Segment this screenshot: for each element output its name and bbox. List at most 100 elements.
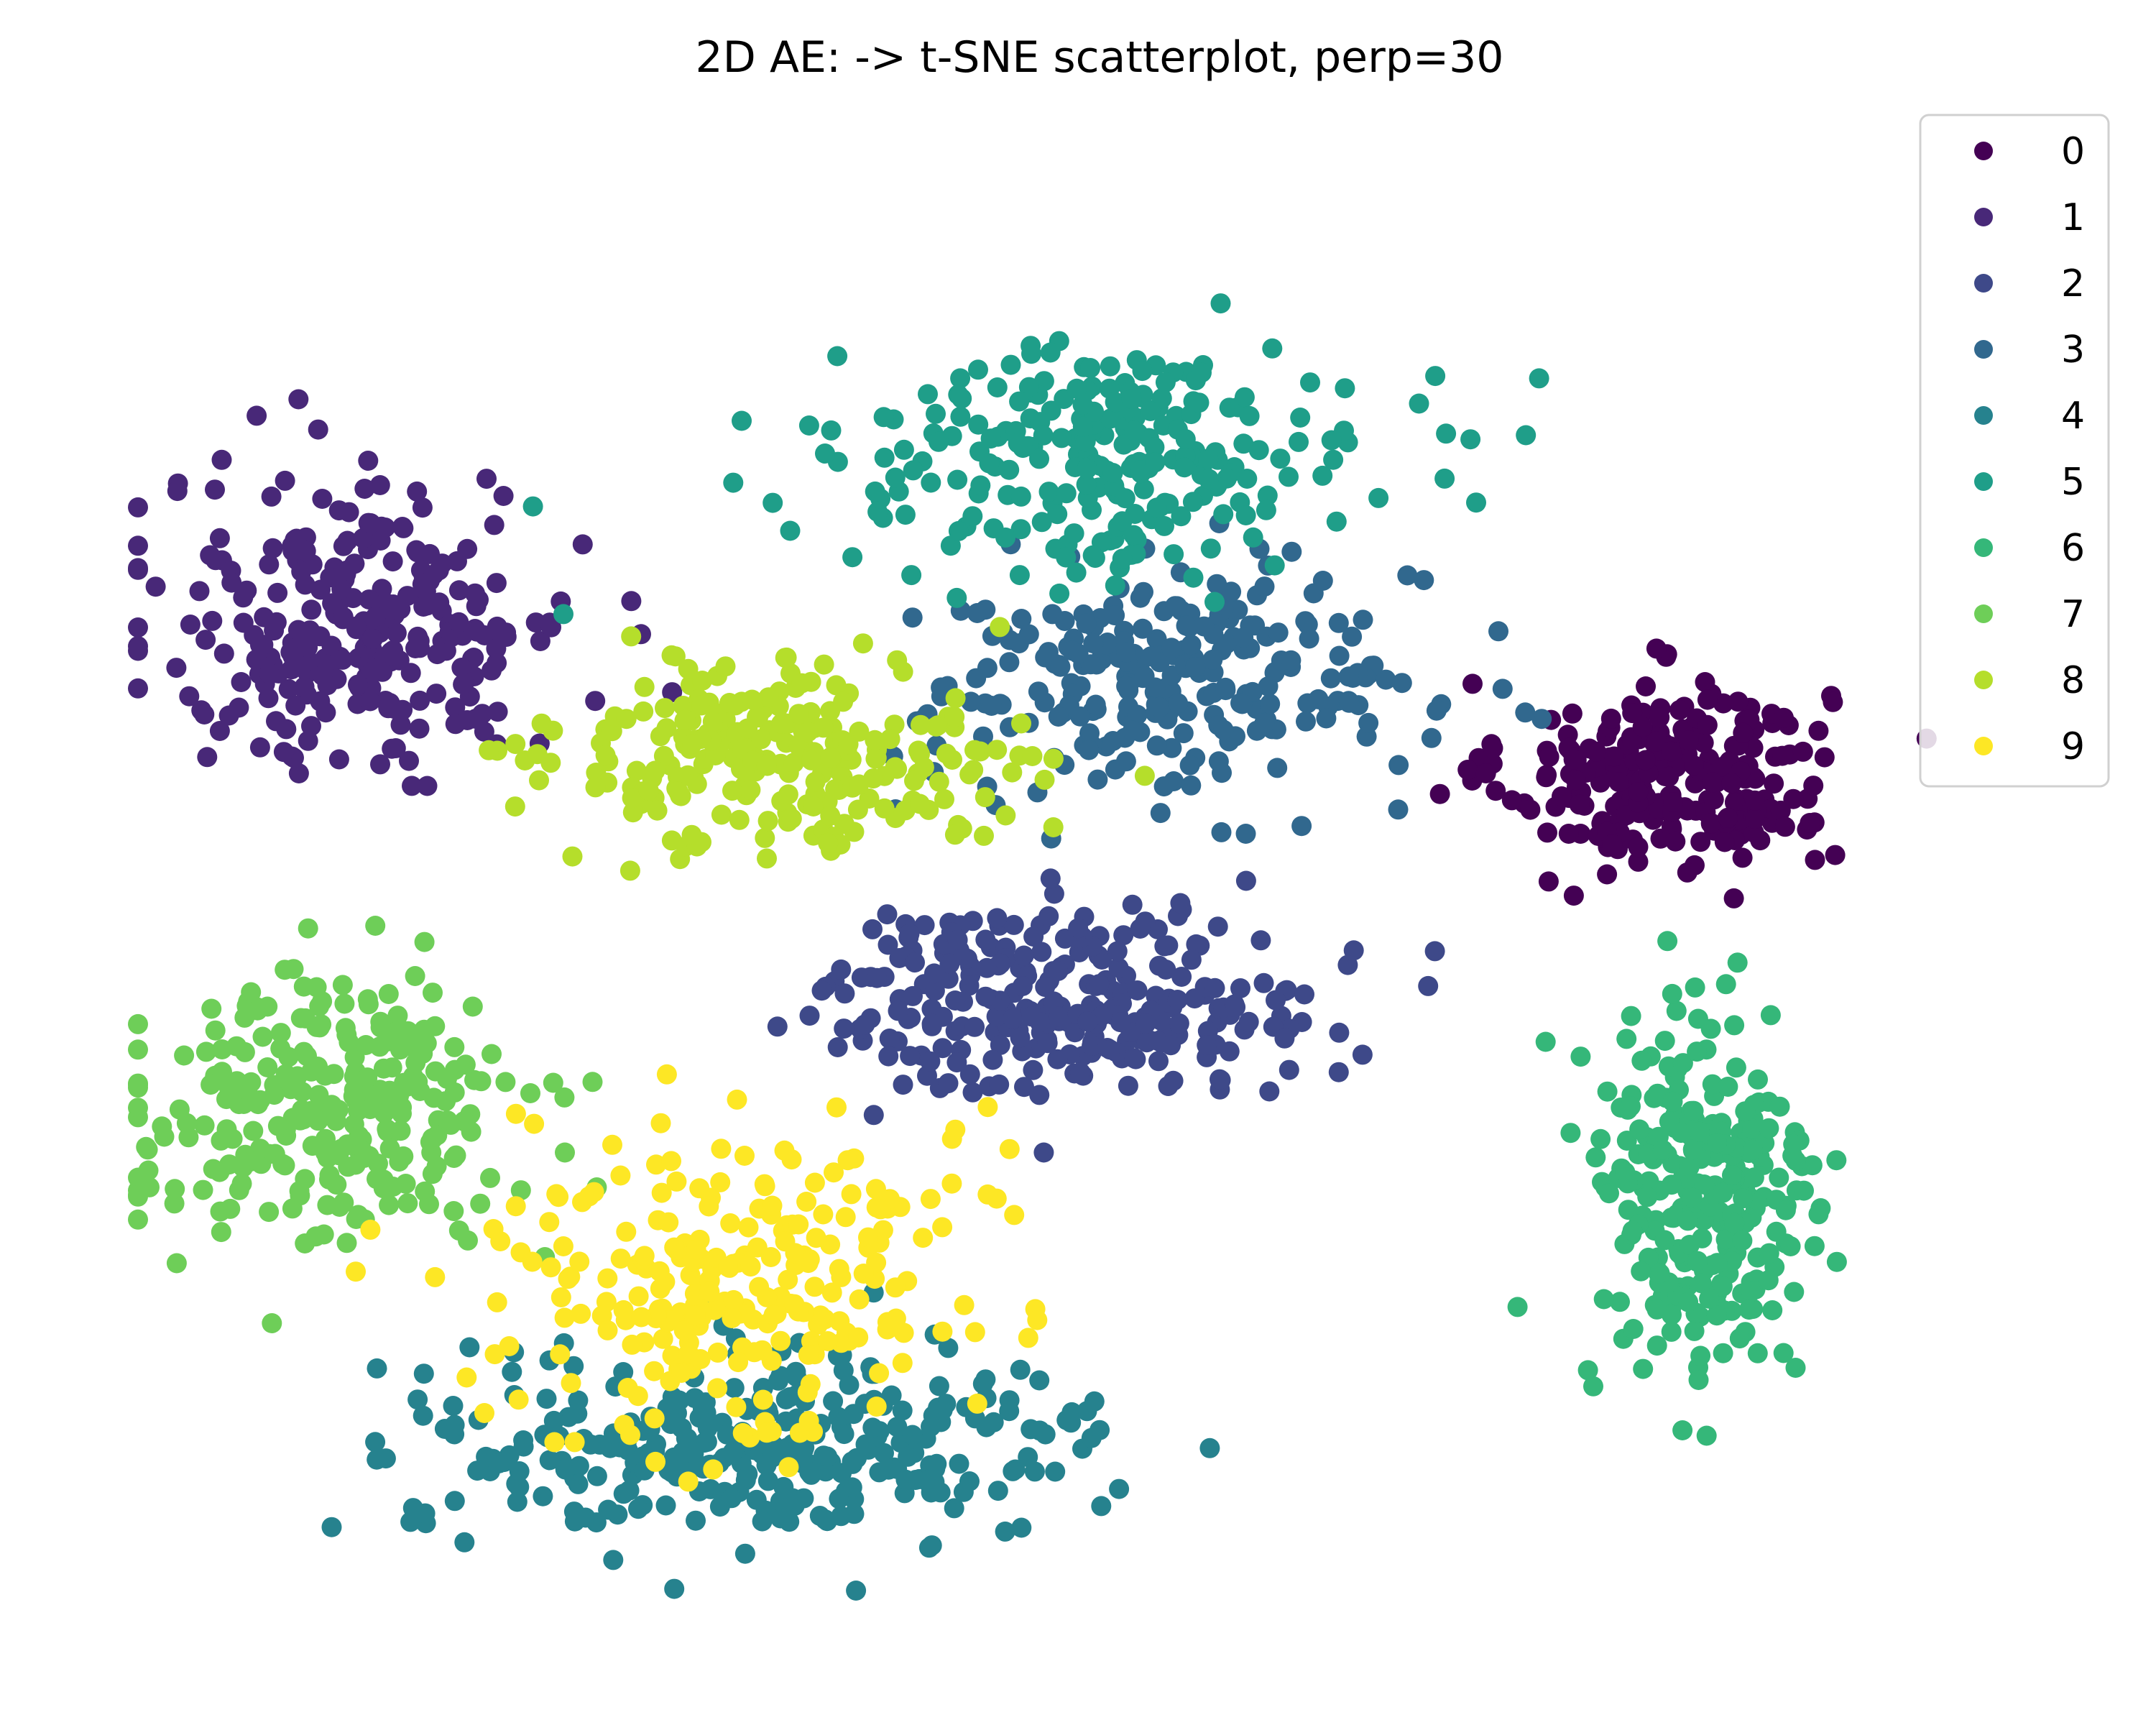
point-1 (259, 554, 280, 575)
point-5 (893, 439, 914, 460)
point-6 (1732, 1230, 1753, 1251)
point-9 (798, 1253, 819, 1274)
point-9 (628, 1286, 649, 1307)
point-9 (617, 1378, 638, 1398)
point-2 (975, 986, 996, 1007)
point-9 (999, 1138, 1020, 1159)
point-2 (1035, 977, 1056, 998)
point-8 (874, 798, 895, 819)
point-1 (410, 690, 430, 711)
point-3 (1267, 758, 1288, 778)
point-1 (346, 616, 367, 637)
point-3 (1492, 678, 1513, 699)
legend-marker-7 (1974, 604, 1993, 623)
point-2 (877, 934, 898, 955)
point-1 (484, 515, 505, 535)
point-3 (1258, 676, 1279, 696)
point-1 (445, 697, 466, 718)
point-3 (1328, 612, 1349, 633)
point-2 (1130, 919, 1151, 939)
point-9 (788, 1214, 809, 1235)
point-5 (1248, 440, 1269, 461)
point-9 (456, 1367, 477, 1388)
point-1 (320, 567, 341, 588)
point-7 (275, 1155, 295, 1176)
point-2 (1171, 967, 1192, 987)
point-4 (770, 1366, 791, 1386)
point-2 (1023, 926, 1044, 947)
point-7 (357, 1067, 378, 1088)
legend-items: 0 1 2 3 4 5 6 7 8 9 (1974, 130, 2085, 768)
point-9 (740, 1256, 761, 1277)
point-8 (650, 726, 671, 747)
point-2 (893, 1075, 913, 1095)
point-6 (1713, 1343, 1733, 1363)
point-9 (610, 1248, 631, 1269)
point-6 (1672, 1420, 1693, 1440)
point-7 (426, 1156, 447, 1177)
point-1 (493, 486, 514, 506)
point-9 (752, 1389, 773, 1410)
point-4 (734, 1543, 755, 1564)
point-2 (903, 985, 923, 1006)
point-6 (1654, 1031, 1675, 1052)
point-4 (995, 1521, 1015, 1542)
point-5 (1204, 592, 1225, 612)
point-4 (586, 1466, 607, 1486)
point-4 (459, 1337, 480, 1358)
point-2 (862, 919, 883, 939)
point-7 (231, 1173, 252, 1194)
point-0 (1632, 717, 1653, 737)
point-7 (380, 1097, 401, 1118)
point-1 (400, 663, 421, 684)
point-7 (510, 1180, 531, 1201)
point-7 (397, 1193, 418, 1214)
point-9 (1004, 1205, 1025, 1225)
point-6 (1629, 1119, 1650, 1140)
point-0 (1803, 776, 1824, 796)
point-7 (210, 1201, 231, 1222)
point-3 (1168, 693, 1189, 714)
point-7 (367, 1169, 387, 1190)
point-9 (849, 1289, 870, 1310)
point-1 (382, 738, 402, 759)
point-0 (1718, 807, 1738, 828)
point-7 (128, 1039, 148, 1060)
legend-marker-8 (1974, 671, 1993, 689)
point-3 (1141, 646, 1161, 667)
point-8 (505, 796, 525, 817)
point-8 (783, 753, 804, 773)
point-5 (1243, 527, 1263, 548)
point-6 (1700, 1018, 1721, 1039)
point-4 (509, 1461, 530, 1481)
point-2 (1167, 990, 1188, 1010)
point-4 (365, 1432, 386, 1453)
point-1 (390, 714, 411, 735)
point-8 (527, 744, 548, 765)
point-6 (1694, 1174, 1715, 1195)
legend-item-3: 3 (1974, 328, 2085, 372)
point-1 (231, 672, 252, 692)
point-2 (1070, 1062, 1091, 1083)
point-5 (948, 385, 969, 405)
point-9 (932, 1217, 953, 1238)
point-5 (1155, 372, 1176, 392)
point-1 (247, 405, 267, 426)
point-5 (1140, 401, 1161, 421)
point-0 (1563, 749, 1584, 770)
point-1 (353, 528, 374, 548)
point-2 (1294, 984, 1314, 1005)
point-9 (690, 1349, 711, 1369)
point-3 (1166, 596, 1187, 617)
point-6 (1733, 1188, 1754, 1209)
point-8 (865, 730, 885, 750)
point-3 (1133, 581, 1153, 602)
point-9 (610, 1165, 631, 1186)
point-2 (1003, 914, 1024, 935)
point-2 (962, 1082, 983, 1103)
legend-item-6: 6 (1974, 527, 2085, 570)
point-2 (1023, 1059, 1044, 1080)
point-9 (866, 1397, 887, 1417)
point-3 (1414, 570, 1434, 591)
point-4 (603, 1550, 624, 1570)
